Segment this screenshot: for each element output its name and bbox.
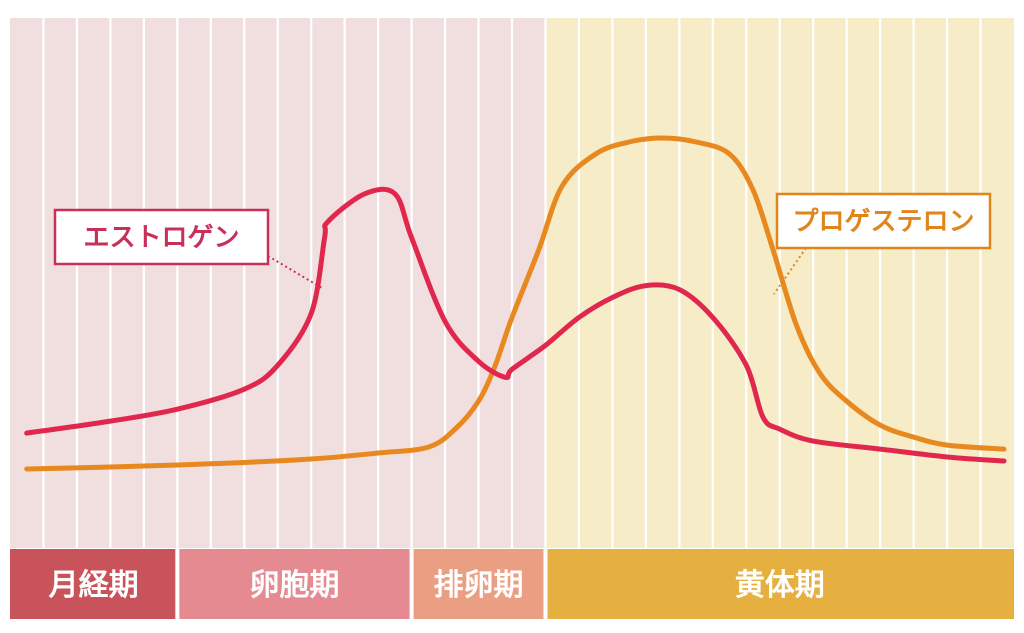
- phase-label-3: 黄体期: [735, 568, 825, 603]
- phase-label-0: 月経期: [49, 568, 139, 603]
- annotation-leader-0: [267, 255, 323, 289]
- annotation-label-1: プロゲステロン: [792, 207, 974, 237]
- phase-label-2: 排卵期: [434, 568, 524, 603]
- phase-background-1: [177, 18, 412, 548]
- series-line-1: [24, 135, 1007, 472]
- phase-background-0: [10, 18, 178, 548]
- annotation-box-0: [53, 208, 270, 266]
- phase-segment-1: [179, 549, 410, 619]
- annotation-label-0: エストロゲン: [83, 223, 239, 253]
- phase-bar: 月経期 卵胞期 排卵期 黄体期: [10, 549, 1014, 619]
- vertical-gridlines: [42, 18, 982, 548]
- series-annotations: エストロゲン プロゲステロン: [53, 192, 992, 295]
- series-line-0: [24, 186, 1007, 464]
- phase-segment-2: [413, 549, 544, 619]
- annotation-1: プロゲステロン: [773, 192, 992, 295]
- annotation-0: エストロゲン: [53, 208, 323, 289]
- series-lines: [24, 135, 1007, 472]
- phase-segment-3: [547, 549, 1014, 619]
- phase-segment-0: [10, 549, 176, 619]
- annotation-leader-1: [773, 247, 807, 295]
- phase-label-1: 卵胞期: [249, 568, 339, 603]
- annotation-box-1: [775, 192, 992, 250]
